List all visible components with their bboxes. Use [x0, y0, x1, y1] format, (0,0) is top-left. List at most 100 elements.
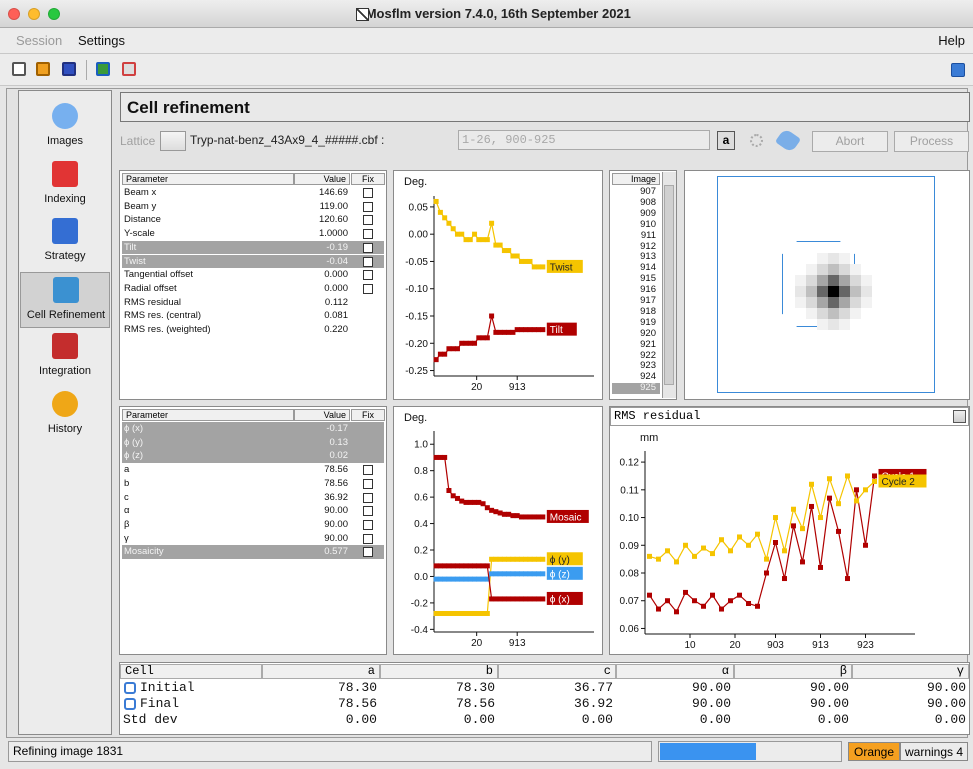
series-point	[536, 596, 541, 601]
series-point	[506, 248, 511, 253]
fix-checkbox[interactable]	[363, 493, 373, 503]
rms-selector[interactable]: RMS residual	[610, 407, 969, 426]
toolbar-button[interactable]	[122, 62, 136, 76]
series-point	[692, 554, 697, 559]
cell-table: CellabcαβγInitial78.3078.3036.7790.0090.…	[119, 662, 970, 735]
image-item[interactable]: 921	[612, 340, 660, 351]
parameter-name: Beam x	[124, 186, 294, 200]
y-axis-label: mm	[640, 432, 658, 444]
image-item[interactable]: 925	[612, 383, 660, 394]
series-point	[746, 543, 751, 548]
sidebar-item[interactable]: Images	[20, 99, 110, 155]
table-cell: 90.00	[852, 696, 969, 712]
fix-checkbox[interactable]	[363, 257, 373, 267]
sidebar-item[interactable]: Integration	[20, 329, 110, 385]
parameter-table: ParameterValueFixBeam x146.69Beam y119.0…	[119, 170, 387, 400]
series-point	[510, 596, 515, 601]
fix-checkbox[interactable]	[363, 202, 373, 212]
fix-checkbox[interactable]	[363, 479, 373, 489]
sidebar-item[interactable]: History	[20, 387, 110, 443]
toolbar-button[interactable]	[36, 62, 50, 76]
series-point	[506, 512, 511, 517]
menu-item[interactable]: Help	[938, 33, 965, 48]
toolbar-button[interactable]	[12, 62, 26, 76]
spot-pixel	[806, 308, 817, 319]
series-point	[755, 604, 760, 609]
fix-checkbox[interactable]	[363, 270, 373, 280]
image-item[interactable]: 920	[612, 329, 660, 340]
menu-item[interactable]: Session	[16, 33, 62, 48]
series-point	[683, 590, 688, 595]
parameter-value: 0.000	[294, 268, 350, 282]
spot-pixel	[806, 275, 817, 286]
series-point	[515, 596, 520, 601]
status-level[interactable]: Orange	[848, 742, 900, 761]
abort-button[interactable]: Abort	[812, 131, 888, 152]
image-range-input[interactable]: 1-26, 900-925	[458, 130, 710, 150]
sidebar-item[interactable]: Strategy	[20, 214, 110, 270]
column-header: γ	[852, 664, 969, 679]
series-point	[485, 335, 490, 340]
toolbar-button[interactable]	[62, 62, 76, 76]
toolbar-button[interactable]	[96, 62, 110, 76]
parameter-name: ϕ (z)	[124, 449, 294, 463]
series-point	[523, 571, 528, 576]
fix-checkbox[interactable]	[363, 534, 373, 544]
column-header: Value	[294, 173, 350, 185]
y-tick-label: -0.25	[405, 366, 428, 377]
fix-checkbox[interactable]	[363, 547, 373, 557]
y-tick-label: 0.12	[620, 458, 640, 469]
process-button[interactable]: Process	[894, 131, 969, 152]
sidebar-icon	[52, 218, 78, 244]
image-item[interactable]: 911	[612, 231, 660, 242]
table-cell: 90.00	[734, 696, 852, 712]
fix-checkbox[interactable]	[363, 506, 373, 516]
parameter-value: 0.577	[294, 545, 350, 559]
series-point	[459, 499, 464, 504]
image-item[interactable]: 910	[612, 220, 660, 231]
sidebar-item[interactable]: Cell Refinement	[20, 272, 110, 328]
y-tick-label: 0.08	[620, 569, 640, 580]
warnings-count[interactable]: warnings 4	[900, 742, 968, 761]
section-header: Cell refinement	[120, 92, 970, 122]
cell-icon	[124, 682, 136, 694]
series-point	[451, 346, 456, 351]
series-point	[502, 512, 507, 517]
spot-pixel	[828, 308, 839, 319]
fix-checkbox[interactable]	[363, 520, 373, 530]
series-point	[746, 601, 751, 606]
table-cell: 36.77	[498, 680, 616, 696]
series-point	[540, 264, 545, 269]
series-point	[468, 237, 473, 242]
series-point	[665, 598, 670, 603]
fix-checkbox[interactable]	[363, 243, 373, 253]
series-point	[800, 526, 805, 531]
spot-pixel	[828, 286, 839, 297]
parameter-name: b	[124, 477, 294, 491]
lattice-dropdown[interactable]	[160, 131, 186, 151]
fix-checkbox[interactable]	[363, 284, 373, 294]
fix-checkbox[interactable]	[363, 188, 373, 198]
fix-checkbox[interactable]	[363, 215, 373, 225]
series-point	[485, 505, 490, 510]
series-point	[506, 330, 511, 335]
legend-label: Cycle 2	[882, 477, 916, 488]
x-tick-label: 20	[729, 640, 741, 651]
sidebar-icon	[53, 277, 79, 303]
sidebar-label: Integration	[20, 365, 110, 379]
toolbar-button[interactable]	[951, 63, 965, 77]
series-point	[451, 577, 456, 582]
parameter-value: 90.00	[294, 532, 350, 546]
table-row: RMS res. (central)0.081	[122, 309, 384, 323]
table-row: Distance120.60	[122, 213, 384, 227]
fix-checkbox[interactable]	[363, 229, 373, 239]
a-button[interactable]: a	[717, 131, 735, 150]
series-point	[510, 557, 515, 562]
series-point	[468, 500, 473, 505]
spot-pixel	[795, 297, 806, 308]
x-tick-label: 20	[471, 382, 483, 393]
fix-checkbox[interactable]	[363, 465, 373, 475]
spot-pixel	[839, 275, 850, 286]
sidebar-item[interactable]: Indexing	[20, 157, 110, 213]
menu-item[interactable]: Settings	[78, 33, 125, 48]
